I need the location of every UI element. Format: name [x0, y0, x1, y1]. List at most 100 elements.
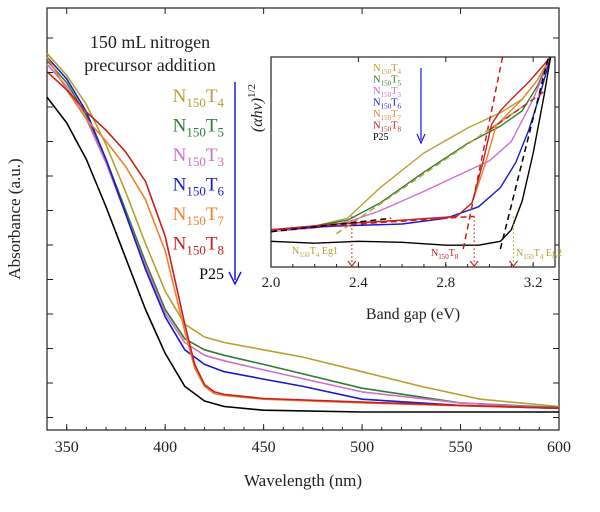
inset-legend-text: T — [391, 75, 398, 86]
inset-fit-dashed-line — [462, 56, 504, 250]
inset-legend-text: N — [373, 121, 381, 132]
inset-y-axis-label: (αhν)1/2 — [246, 84, 266, 132]
main-legend-sub: 7 — [218, 213, 225, 228]
main-x-tick-label: 350 — [55, 439, 79, 456]
main-legend-text: T — [206, 116, 218, 137]
main-legend-sub: 150 — [186, 95, 206, 110]
main-legend-sub: 5 — [218, 125, 225, 140]
main-legend-text: N — [173, 175, 187, 196]
main-legend-sub: 6 — [218, 184, 225, 199]
main-series-line-N150T3 — [46, 63, 560, 410]
inset-annotation-arrow — [469, 260, 479, 267]
inset-legend-sub: 6 — [398, 103, 402, 111]
inset-legend-text: N — [373, 98, 381, 109]
inset-legend-entry-N150T3: N150T3 — [373, 86, 402, 99]
inset-legend-sub: 150 — [381, 68, 392, 76]
inset-legend-sub: 4 — [398, 68, 402, 76]
inset-y-axis-label-sup: 1/2 — [246, 84, 258, 98]
main-x-tick-label: 400 — [153, 439, 177, 456]
inset-legend-text: N — [373, 86, 381, 97]
main-legend-sub: 150 — [186, 243, 206, 258]
inset-fit-dashed-line — [499, 56, 550, 250]
inset-legend-text: T — [391, 98, 398, 109]
inset-legend-sub: 3 — [398, 91, 402, 99]
main-annotation-line-1: 150 mL nitrogen — [90, 32, 210, 52]
inset-legend-entry-N150T7: N150T7 — [373, 109, 402, 122]
inset-annotation-text: N — [292, 246, 299, 257]
main-legend-entry-N150T3: N150T3 — [173, 145, 224, 169]
inset-legend-text: T — [391, 86, 398, 97]
main-legend-text: N — [173, 204, 187, 225]
inset-x-tick-label: 2.4 — [349, 275, 368, 291]
inset-annotation-text: T — [449, 248, 455, 259]
inset-annotation-text: T — [310, 246, 316, 257]
main-legend-text: T — [206, 175, 218, 196]
inset-legend-sub: 150 — [381, 91, 392, 99]
main-legend-sub: 3 — [218, 154, 225, 169]
main-series-group — [46, 52, 560, 413]
main-legend-entry-N150T8: N150T8 — [173, 234, 224, 258]
main-x-tick-label: 500 — [350, 439, 374, 456]
inset-y-axis-label-main: (αhν) — [249, 98, 266, 132]
main-x-tick-label: 600 — [547, 439, 571, 456]
inset-legend-sub: 150 — [381, 126, 392, 134]
inset-legend-entry-P25: P25 — [373, 132, 389, 143]
inset-series-line-P25 — [270, 56, 552, 246]
inset-legend-entry-N150T6: N150T6 — [373, 98, 402, 111]
main-legend-sub: 150 — [186, 184, 206, 199]
main-legend-entry-N150T4: N150T4 — [173, 86, 225, 110]
inset-legend-sub: 8 — [398, 126, 402, 134]
main-legend-entry-N150T7: N150T7 — [173, 204, 225, 228]
inset-legend-sub: 150 — [381, 114, 392, 122]
inset-annotation-arrow — [347, 260, 357, 267]
main-annotation-line-2: precursor addition — [84, 55, 215, 75]
inset-annotation-text: N — [431, 248, 438, 259]
inset-plot-frame — [270, 56, 556, 268]
inset-x-tick-label: 3.2 — [524, 275, 543, 291]
inset-x-ticks: 2.0 2.4 2.8 3.2 — [262, 57, 543, 291]
main-series-line-N150T8 — [46, 71, 560, 410]
inset-annotation-sub: 150 — [523, 253, 534, 261]
inset-annotation-arrow — [509, 260, 518, 267]
inset-legend-entry-N150T5: N150T5 — [373, 75, 402, 88]
inset-annotation-text: N — [516, 248, 523, 259]
inset-legend-entry-N150T8: N150T8 — [373, 121, 402, 134]
inset-x-axis-label: Band gap (eV) — [366, 306, 460, 323]
inset-legend-sub: 7 — [398, 114, 402, 122]
inset-annotation-sub: 4 — [540, 253, 544, 261]
main-legend-text: T — [206, 86, 218, 107]
inset-series-line-N150T5 — [270, 56, 552, 231]
inset-annotation-sub: 150 — [438, 253, 449, 261]
inset-series-line-N150T8 — [270, 56, 552, 231]
inset-fit-lines — [270, 56, 550, 250]
main-legend-text: T — [206, 234, 218, 255]
inset-legend-text: T — [391, 63, 398, 74]
main-legend-entry-N150T6: N150T6 — [173, 175, 225, 199]
inset-legend-text: T — [391, 121, 398, 132]
inset-fit-dashed-line — [336, 106, 523, 235]
main-legend-text: P25 — [199, 266, 224, 283]
inset-legend-sub: 5 — [398, 80, 402, 88]
main-x-tick-label: 550 — [449, 439, 473, 456]
inset-legend-arrow-head — [416, 133, 426, 145]
main-series-line-P25 — [46, 96, 559, 413]
inset-annotation-text: Eg1 — [319, 246, 338, 257]
inset-annotation-text: Eg2 — [543, 248, 562, 259]
main-legend-sub: 4 — [218, 95, 225, 110]
main-legend-entry-P25: P25 — [199, 266, 224, 283]
inset-x-tick-label: 2.0 — [262, 275, 281, 291]
main-series-line-N150T4 — [46, 52, 560, 408]
main-legend-sub: 150 — [186, 154, 206, 169]
main-y-axis-label: Absorbance (a.u.) — [5, 158, 24, 279]
legend-arrow-head — [228, 271, 242, 286]
main-x-ticks: 350 400 450 500 550 600 — [55, 8, 571, 456]
main-legend-sub: 150 — [186, 125, 206, 140]
main-legend-entry-N150T5: N150T5 — [173, 116, 224, 140]
main-series-line-N150T6 — [46, 56, 560, 410]
inset-annotation-label: N150T8 — [431, 248, 459, 261]
inset-legend-text: N — [373, 75, 381, 86]
inset-x-tick-label: 2.8 — [436, 275, 455, 291]
inset-annotations: N150T4 Eg1 N150T8 N150T4 Eg2 — [292, 216, 562, 267]
inset-legend-sub: 150 — [381, 80, 392, 88]
